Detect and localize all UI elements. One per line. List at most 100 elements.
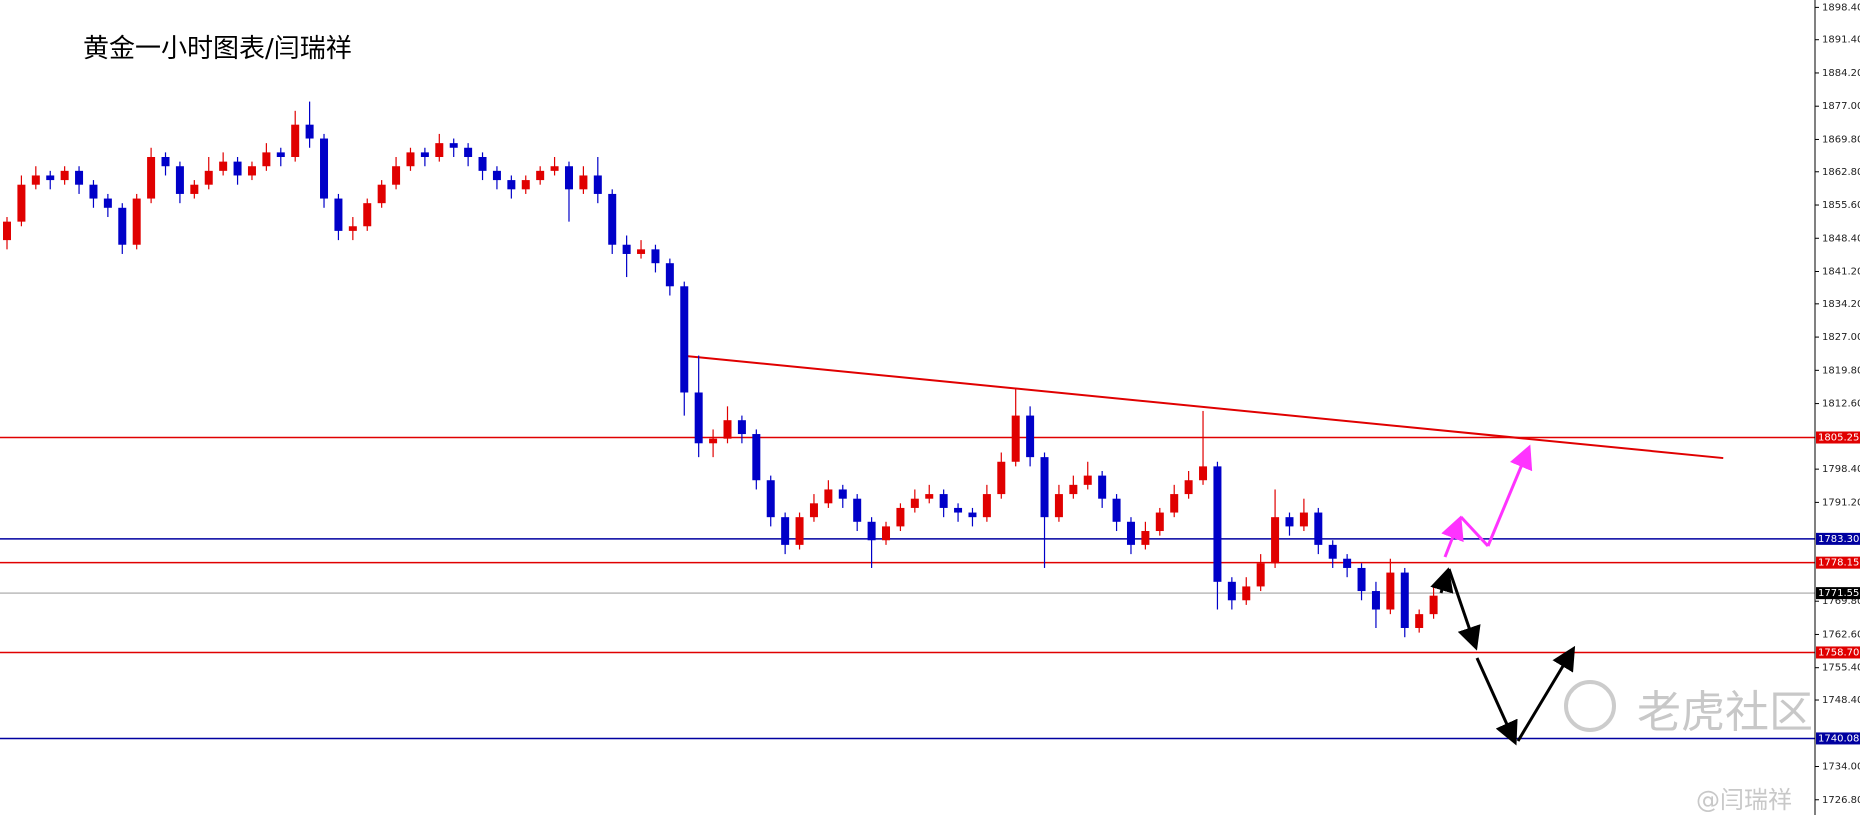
candle-body — [1083, 475, 1092, 485]
level-label: 1778.15 — [1818, 558, 1859, 569]
level-label: 1783.30 — [1818, 534, 1859, 545]
y-tick-label: 1869.80 — [1822, 134, 1860, 145]
candle-body — [17, 184, 26, 222]
candle-body — [60, 170, 69, 181]
candle-body — [1011, 415, 1020, 462]
candle-body — [997, 461, 1006, 495]
candle-body — [910, 498, 919, 508]
trendline — [685, 355, 1724, 460]
y-tick-label: 1834.20 — [1822, 299, 1860, 310]
candle-body — [449, 143, 458, 148]
level-label-box — [1816, 556, 1860, 569]
y-tick-label: 1748.40 — [1822, 695, 1860, 706]
candle-body — [204, 170, 213, 185]
candle-body — [1112, 498, 1121, 522]
candle-body — [1371, 591, 1380, 610]
candle-body — [276, 152, 285, 157]
candle-body — [809, 503, 818, 518]
candle-body — [694, 392, 703, 444]
candle-body — [377, 184, 386, 204]
candle-body — [1256, 563, 1265, 587]
candle-body — [536, 170, 545, 181]
level-label-box — [1816, 532, 1860, 545]
candle-body — [392, 166, 401, 185]
candle-body — [766, 480, 775, 518]
candle-body — [89, 184, 98, 199]
arrow — [1430, 567, 1454, 594]
candle-body — [334, 198, 343, 231]
candle-body — [1141, 531, 1150, 545]
level-label-box — [1816, 732, 1860, 745]
black-arrows — [1430, 567, 1576, 746]
watermark-author: @闫瑞祥 — [1696, 786, 1792, 814]
logo — [1564, 680, 1616, 732]
candle-body — [1054, 494, 1063, 518]
y-tick-label: 1762.60 — [1822, 629, 1860, 640]
candle-body — [824, 489, 833, 504]
candle-body — [161, 156, 170, 167]
chart-title: 黄金一小时图表/闫瑞祥 — [83, 34, 352, 64]
watermark-brand: 老虎社区 — [1637, 687, 1813, 738]
candle-body — [3, 221, 11, 241]
candle-body — [838, 489, 847, 499]
candle-body — [1040, 457, 1049, 518]
candle-body — [291, 124, 300, 157]
level-label: 1805.25 — [1818, 433, 1859, 444]
candle-body — [1415, 614, 1424, 628]
candle-body — [550, 166, 559, 171]
candle-body — [1285, 517, 1294, 527]
candle-body — [420, 152, 429, 157]
candle-body — [1400, 572, 1409, 628]
candle-body — [464, 147, 473, 157]
candle-body — [75, 170, 84, 185]
candle-body — [118, 207, 127, 245]
candle-body — [896, 507, 905, 527]
y-tick-label: 1891.40 — [1822, 35, 1860, 46]
arrow — [1441, 515, 1464, 558]
candle-body — [103, 198, 112, 208]
y-tick-label: 1898.40 — [1822, 2, 1860, 13]
candle-body — [478, 156, 487, 171]
candle-body — [1026, 415, 1035, 458]
candle-body — [1242, 586, 1251, 601]
y-tick-label: 1855.60 — [1822, 200, 1860, 211]
candle-body — [939, 494, 948, 508]
candle-body — [982, 494, 991, 518]
candle-body — [1098, 475, 1107, 499]
candle-body — [781, 517, 790, 545]
level-label-box — [1816, 431, 1860, 444]
candle-body — [406, 152, 415, 167]
candle-body — [622, 244, 631, 254]
candle-body — [247, 166, 256, 176]
level-label: 1740.08 — [1818, 733, 1859, 744]
candle-body — [46, 175, 55, 181]
candles — [3, 101, 1438, 638]
candle-body — [579, 175, 588, 190]
candle-body — [1429, 595, 1438, 615]
arrow — [1475, 657, 1518, 746]
y-tick-label: 1755.40 — [1822, 663, 1860, 674]
candle-body — [954, 507, 963, 513]
arrow — [1459, 515, 1490, 548]
candle-body — [521, 180, 530, 190]
candle-body — [723, 420, 732, 439]
y-tick-label: 1791.20 — [1822, 497, 1860, 508]
candle-body — [435, 143, 444, 157]
candle-body — [882, 526, 891, 541]
arrow — [1447, 568, 1481, 651]
candle-body — [348, 226, 357, 231]
level-label: 1771.55 — [1818, 588, 1859, 599]
candle-body — [175, 166, 184, 194]
y-tick-label: 1819.80 — [1822, 365, 1860, 376]
candle-body — [1126, 521, 1135, 545]
candle-body — [1328, 544, 1337, 559]
candle-body — [31, 175, 40, 185]
level-label-box — [1816, 646, 1860, 659]
y-tick-label: 1812.60 — [1822, 399, 1860, 410]
candle-body — [1170, 494, 1179, 513]
candle-body — [968, 512, 977, 518]
candle-body — [320, 138, 329, 199]
candle-body — [233, 161, 242, 176]
candle-body — [190, 184, 199, 194]
